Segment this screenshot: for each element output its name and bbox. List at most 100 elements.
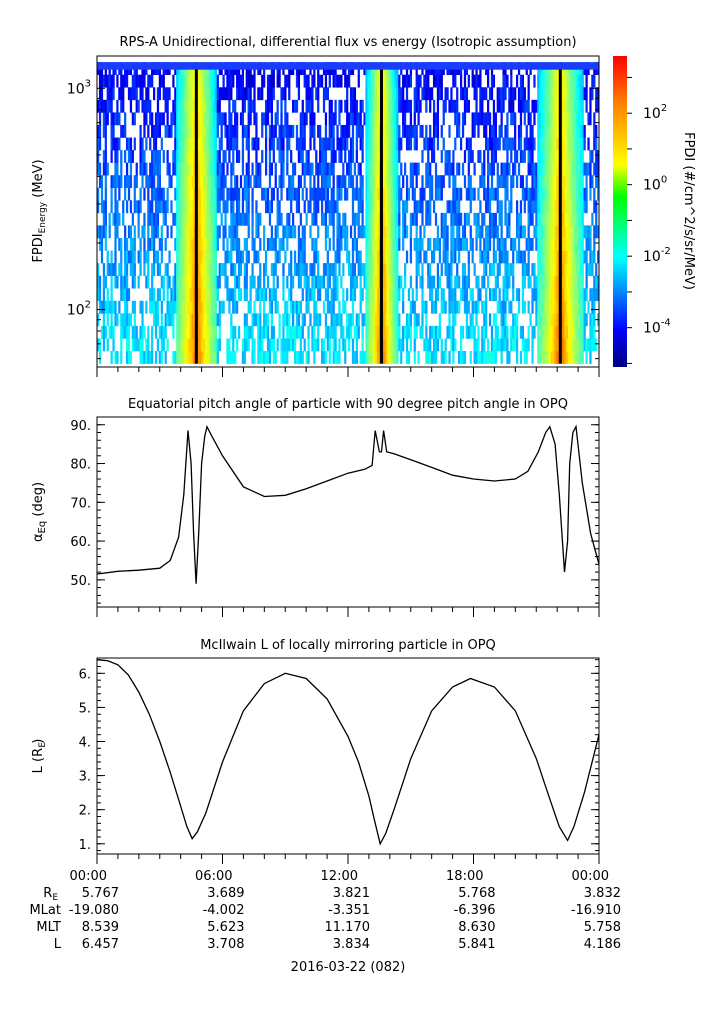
spectrogram-cell <box>288 288 291 302</box>
spectrogram-cell <box>170 225 173 239</box>
spectrogram-cell <box>539 237 542 251</box>
spectrogram-cell <box>390 137 393 151</box>
spectrogram-cell <box>541 212 544 226</box>
spectrogram-cell <box>492 250 496 264</box>
spectrogram-cell <box>386 200 389 214</box>
spectrogram-cell <box>473 187 476 201</box>
spectrogram-cell <box>575 162 579 176</box>
spectrogram-cell <box>264 137 268 151</box>
spectrogram-cell <box>114 137 117 151</box>
spectrogram-cell <box>407 124 411 138</box>
spectrogram-cell <box>257 162 260 176</box>
spectrogram-cell <box>324 225 328 239</box>
spectrogram-cell <box>207 325 210 339</box>
spectrogram-cell <box>180 212 183 226</box>
spectrogram-cell <box>421 124 424 138</box>
spectrogram-cell <box>247 137 250 151</box>
spectrogram-cell <box>440 263 443 276</box>
spectrogram-cell <box>143 162 146 176</box>
spectrogram-cell <box>208 237 212 251</box>
spectrogram-cell <box>152 87 156 101</box>
spectrogram-cell <box>494 150 497 163</box>
spectrogram-cell <box>506 225 509 239</box>
spectrogram-cell <box>577 124 580 138</box>
spectrogram-cell <box>571 87 575 101</box>
spectrogram-cell <box>187 162 190 176</box>
spectrogram-cell <box>290 275 293 289</box>
spectrogram-cell <box>322 137 326 151</box>
spectrogram-cell <box>390 313 393 327</box>
spectrogram-cell <box>303 124 306 138</box>
spectrogram-cell <box>564 338 567 352</box>
spectrogram-cell <box>490 187 494 201</box>
spectrogram-cell <box>548 351 552 364</box>
spectrogram-cell <box>508 263 511 276</box>
spectrogram-cell <box>473 325 476 339</box>
spectrogram-cell <box>174 351 177 364</box>
spectrogram-cell <box>477 212 480 226</box>
spectrogram-cell <box>349 99 353 113</box>
spectrogram-cell <box>170 300 173 314</box>
spectrogram-cell <box>330 187 333 201</box>
spectrogram-cell <box>490 325 494 339</box>
spectrogram-cell <box>427 351 430 364</box>
spectrogram-cell <box>488 263 492 276</box>
spectrogram-cell <box>270 200 273 214</box>
spectrogram-cell <box>475 300 478 314</box>
spectrogram-cell <box>365 200 368 214</box>
spectrogram-cell <box>124 175 127 189</box>
spectrogram-cell <box>230 175 233 189</box>
spectrogram-cell <box>309 313 312 327</box>
y-tick-label: 1. <box>79 838 91 853</box>
spectrogram-cell <box>566 187 569 201</box>
spectrogram-cell <box>207 137 210 151</box>
spectrogram-cell <box>409 99 413 113</box>
spectrogram-cell <box>116 212 119 226</box>
spectrogram-cell <box>376 351 380 364</box>
spectrogram-cell <box>465 325 469 339</box>
spectrogram-cell <box>272 263 275 276</box>
spectrogram-cell <box>100 200 104 214</box>
spectrogram-cell <box>160 300 163 314</box>
spectrogram-cell <box>183 137 187 151</box>
spectrogram-cell <box>243 187 246 201</box>
spectrogram-cell <box>346 225 349 239</box>
spectrogram-cell <box>515 325 519 339</box>
row-label-re: RE <box>43 886 58 903</box>
spectrogram-cell <box>463 237 467 251</box>
spectrogram-cell <box>525 351 528 364</box>
spectrogram-cell <box>156 300 160 314</box>
spectrogram-cell <box>573 338 577 352</box>
spectrogram-cell <box>473 87 476 101</box>
spectrogram-cell <box>290 263 293 276</box>
spectrogram-cell <box>517 212 521 226</box>
spectrogram-cell <box>228 187 231 201</box>
spectrogram-cell <box>183 124 187 138</box>
spectrogram-cell <box>458 237 461 251</box>
spectrogram-cell <box>106 74 109 88</box>
spectrogram-cell <box>170 200 173 214</box>
spectrogram-cell <box>203 187 206 201</box>
spectrogram-cell <box>508 351 511 364</box>
spectrogram-cell <box>328 99 331 113</box>
spectrogram-cell <box>429 288 432 302</box>
ephemeris-value-l: 4.186 <box>584 937 621 952</box>
spectrogram-cell <box>552 225 555 239</box>
spectrogram-cell <box>216 112 219 126</box>
spectrogram-cell <box>131 74 134 88</box>
spectrogram-cell <box>375 99 378 113</box>
spectrogram-cell <box>357 112 360 126</box>
spectrogram-cell <box>210 124 214 138</box>
spectrogram-cell <box>423 225 426 239</box>
spectrogram-cell <box>556 225 559 239</box>
spectrogram-cell <box>386 99 389 113</box>
spectrogram-cell <box>593 137 596 151</box>
spectrogram-cell <box>313 200 316 214</box>
spectrogram-cell <box>232 263 235 276</box>
spectrogram-cell <box>390 150 393 163</box>
spectrogram-cell <box>120 275 123 289</box>
spectrogram-cell <box>245 250 248 264</box>
spectrogram-cell <box>400 162 403 176</box>
spectrogram-cell <box>201 212 204 226</box>
